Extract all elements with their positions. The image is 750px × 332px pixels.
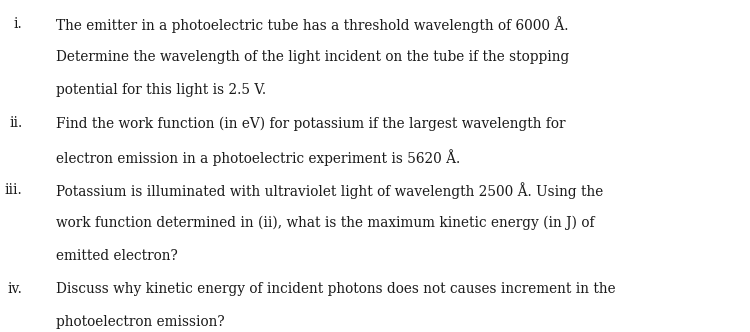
Text: potential for this light is 2.5 V.: potential for this light is 2.5 V. [56,83,266,97]
Text: ii.: ii. [10,116,23,130]
Text: electron emission in a photoelectric experiment is 5620 Å.: electron emission in a photoelectric exp… [56,149,460,166]
Text: photoelectron emission?: photoelectron emission? [56,315,225,329]
Text: iv.: iv. [8,282,22,296]
Text: The emitter in a photoelectric tube has a threshold wavelength of 6000 Å.: The emitter in a photoelectric tube has … [56,17,568,34]
Text: Discuss why kinetic energy of incident photons does not causes increment in the: Discuss why kinetic energy of incident p… [56,282,616,296]
Text: work function determined in (ii), what is the maximum kinetic energy (in J) of: work function determined in (ii), what i… [56,216,595,230]
Text: Determine the wavelength of the light incident on the tube if the stopping: Determine the wavelength of the light in… [56,50,569,64]
Text: i.: i. [13,17,22,31]
Text: iii.: iii. [4,183,22,197]
Text: Find the work function (in eV) for potassium if the largest wavelength for: Find the work function (in eV) for potas… [56,116,566,130]
Text: emitted electron?: emitted electron? [56,249,178,263]
Text: Potassium is illuminated with ultraviolet light of wavelength 2500 Å. Using the: Potassium is illuminated with ultraviole… [56,183,604,200]
